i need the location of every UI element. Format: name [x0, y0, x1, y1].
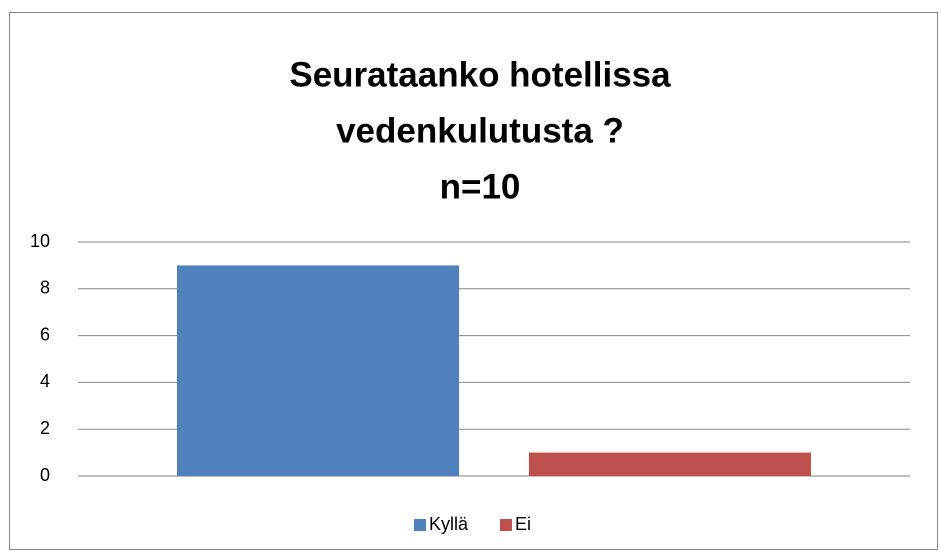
bar — [177, 265, 460, 476]
legend-label: Kyllä — [429, 514, 469, 534]
chart-title: n=10 — [440, 167, 521, 206]
legend-swatch — [500, 519, 512, 531]
y-tick-label: 2 — [40, 418, 50, 438]
y-tick-label: 4 — [40, 371, 50, 391]
y-tick-label: 6 — [40, 324, 50, 344]
bar — [528, 452, 811, 476]
y-tick-label: 0 — [40, 465, 50, 485]
y-tick-label: 10 — [30, 231, 50, 251]
legend-label: Ei — [515, 514, 531, 534]
legend-swatch — [414, 519, 426, 531]
y-tick-label: 8 — [40, 278, 50, 298]
chart-title: vedenkulutusta ? — [336, 111, 624, 150]
chart-title: Seurataanko hotellissa — [289, 55, 671, 94]
